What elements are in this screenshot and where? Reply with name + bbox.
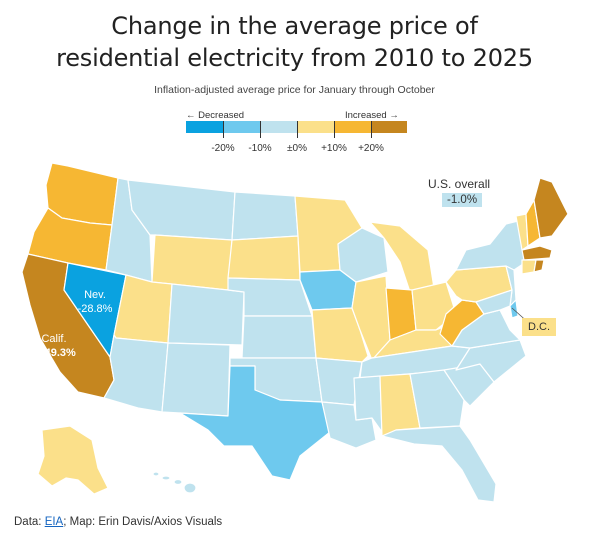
source-prefix: Data: [14,516,45,528]
chart-subtitle: Inflation-adjusted average price for Jan… [154,84,435,96]
state-florida [381,425,497,503]
state-louisiana [321,401,377,449]
state-rhode-island [533,259,545,273]
legend-swatch-5 [334,121,371,133]
source-suffix: ; Map: Erin Davis/Axios Visuals [63,516,223,528]
calif-label: Calif. [41,333,66,345]
state-new-mexico [161,342,231,417]
legend-swatch-6 [371,121,407,133]
legend-swatch-3 [260,121,297,133]
legend-decreased-label: ← Decreased [186,110,245,121]
us-overall-value: -1.0% [442,193,483,207]
dc-label: D.C. [522,318,556,336]
state-wisconsin [337,227,389,283]
title-line-1: Change in the average price of [111,12,478,40]
state-wyoming [151,234,233,291]
legend-tick [297,121,298,138]
state-new-york [455,219,527,271]
state-georgia [409,369,465,429]
chart-title: Change in the average price of residenti… [0,10,589,74]
legend-swatch-2 [223,121,260,133]
state-alaska [37,425,109,495]
state-north-dakota [231,191,299,241]
state-colorado [167,283,245,346]
nev-value: -28.8% [78,303,113,315]
legend-tick-label: +20% [358,143,384,154]
source-link-eia[interactable]: EIA [44,516,64,528]
state-arizona [103,334,169,413]
state-kansas [241,315,317,359]
state-massachusetts [521,245,553,261]
state-maine [533,177,569,239]
state-south-dakota [227,235,301,281]
legend-color-bar [186,121,407,133]
legend-tick [334,121,335,138]
legend-tick [223,121,224,138]
legend-tick-label: -10% [248,143,272,154]
state-hawaii [152,471,197,494]
legend-increased-label: Increased → [345,110,399,121]
source-note: Data: EIA; Map: Erin Davis/Axios Visuals [14,516,222,528]
nev-label: Nev. [84,289,106,301]
legend-tick-label: -20% [211,143,235,154]
legend-tick [371,121,372,138]
us-overall-label: U.S. overall [428,177,491,191]
legend-swatch-1 [186,121,223,133]
calif-value: +49.3% [38,347,76,359]
state-maryland [475,289,513,315]
state-delaware [509,299,519,319]
legend-tick-label: ±0% [287,143,307,154]
legend-tick [260,121,261,138]
state-texas [179,365,331,481]
title-line-2: residential electricity from 2010 to 202… [56,44,533,72]
state-mississippi [353,375,383,433]
legend-tick-label: +10% [321,143,347,154]
legend-swatch-4 [297,121,334,133]
